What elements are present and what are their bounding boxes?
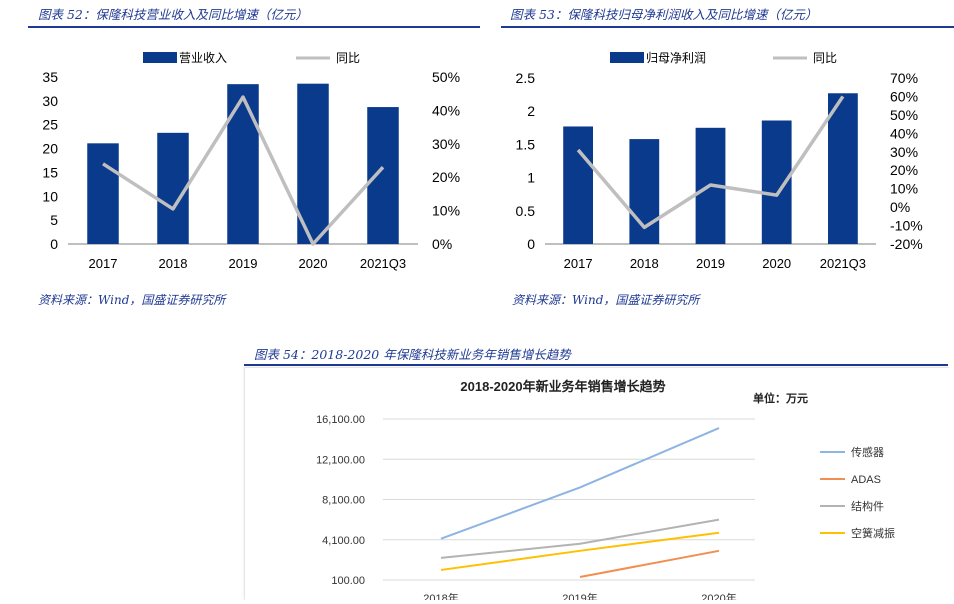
fig54-caption-rule [244,364,948,366]
fig52-bar [227,84,259,245]
fig52-legend-bar-label: 营业收入 [179,51,227,65]
fig52-ytick-left: 30 [42,93,58,109]
fig54-legend-label: 结构件 [851,499,884,513]
fig52-caption: 图表 52：保隆科技营业收入及同比增速（亿元） [38,7,308,22]
fig54-chart-frame: 2018-2020年新业务年销售增长趋势单位：万元 100.00 4,100.00 8… [244,367,949,604]
fig52-legend-bar-swatch [143,52,177,63]
fig52-ytick-right: 10% [432,203,460,219]
fig54-title: 2018-2020年新业务年销售增长趋势 [460,379,665,394]
fig53-ytick-right: 60% [890,88,918,104]
fig52-legend-line-label: 同比 [336,51,360,65]
fig52-xtick: 2017 [89,256,118,271]
fig52-xtick: 2018 [159,256,188,271]
fig53-xtick: 2021Q3 [820,256,866,271]
fig53-xtick: 2018 [630,256,659,271]
fig54-ytick: 8,100.00 [322,495,365,507]
fig53-caption-rule [501,26,954,28]
fig52-ytick-left: 0 [50,236,58,252]
fig52-bar [157,132,189,244]
fig54-legend-label: 空簧减振 [851,526,895,540]
fig53-ytick-left: 2.5 [516,70,536,86]
fig52-ytick-left: 10 [42,188,58,204]
fig54-legend-label: 传感器 [851,446,884,459]
fig54-line-series [440,518,720,559]
fig54-ytick: 12,100.00 [316,454,365,466]
fig53-ytick-right: 40% [890,125,918,141]
fig53-source: 资料来源：Wind，国盛证券研究所 [512,293,700,307]
fig53-ytick-right: 0% [890,199,910,215]
fig53-xtick: 2019 [696,256,725,271]
fig53-chart: 归母净利润 同比 0 0.5 1 1.5 2 2.5 -20% -10% 0% 10% 20% 30% 40… [516,51,923,271]
fig52-ytick-right: 40% [432,102,460,118]
fig53-ytick-right: 10% [890,181,918,197]
fig53-ytick-left: 1 [527,170,535,186]
fig52-chart: 营业收入 同比 0 5 10 15 20 25 30 35 0% 10% 20% 30% 40% 50% 201… [42,51,460,271]
fig52-ytick-right: 0% [432,236,452,252]
fig54-caption: 图表 54：2018-2020 年保隆科技新业务年销售增长趋势 [254,347,571,362]
fig52-ytick-left: 20 [42,141,58,157]
fig54-ytick: 100.00 [331,575,365,587]
fig54-legend-label: ADAS [851,474,881,486]
fig54-line-series [579,549,720,578]
fig53-ytick-left: 0.5 [516,203,536,219]
fig52-ytick-left: 25 [42,117,58,133]
fig52-ytick-left: 15 [42,164,58,180]
fig52-ytick-right: 20% [432,169,460,185]
fig53-ytick-right: 50% [890,107,918,123]
fig54-ytick: 16,100.00 [316,414,365,426]
fig53-ytick-left: 0 [527,236,535,252]
fig52-ytick-right: 50% [432,69,460,85]
fig53-ytick-right: 30% [890,144,918,160]
fig54-line-series [440,531,720,571]
fig53-ytick-right: 20% [890,162,918,178]
fig52-line-series [102,95,385,246]
fig53-line-series [576,95,845,230]
fig53-ytick-right: -10% [890,218,923,234]
fig54-ytick: 4,100.00 [322,535,365,547]
fig52-ytick-left: 5 [50,212,58,228]
fig53-ytick-right: 70% [890,70,918,86]
fig53-xtick: 2017 [564,256,593,271]
fig53-ytick-right: -20% [890,236,923,252]
fig52-xtick: 2019 [229,256,258,271]
fig52-bar [297,83,329,245]
fig52-bar [87,143,119,244]
fig52-ytick-left: 35 [42,69,58,85]
fig53-ytick-left: 2 [527,103,535,119]
fig53-ytick-left: 1.5 [516,136,536,152]
fig53-legend-bar-label: 归母净利润 [646,51,706,65]
fig53-bar [828,93,858,244]
fig52-bar [367,107,399,244]
fig52-xtick: 2021Q3 [360,256,406,271]
fig53-bar [563,126,593,244]
fig53-legend-line-label: 同比 [813,51,837,65]
fig53-legend-bar-swatch [610,52,644,63]
fig54-line-series [440,427,720,540]
fig52-caption-rule [28,26,480,28]
fig54-unit-note: 单位：万元 [753,391,808,405]
fig53-xtick: 2020 [762,256,791,271]
fig52-xtick: 2020 [299,256,328,271]
fig52-ytick-right: 30% [432,136,460,152]
fig53-caption: 图表 53：保隆科技归母净利润收入及同比增速（亿元） [510,7,818,22]
fig52-source: 资料来源：Wind，国盛证券研究所 [38,293,226,307]
